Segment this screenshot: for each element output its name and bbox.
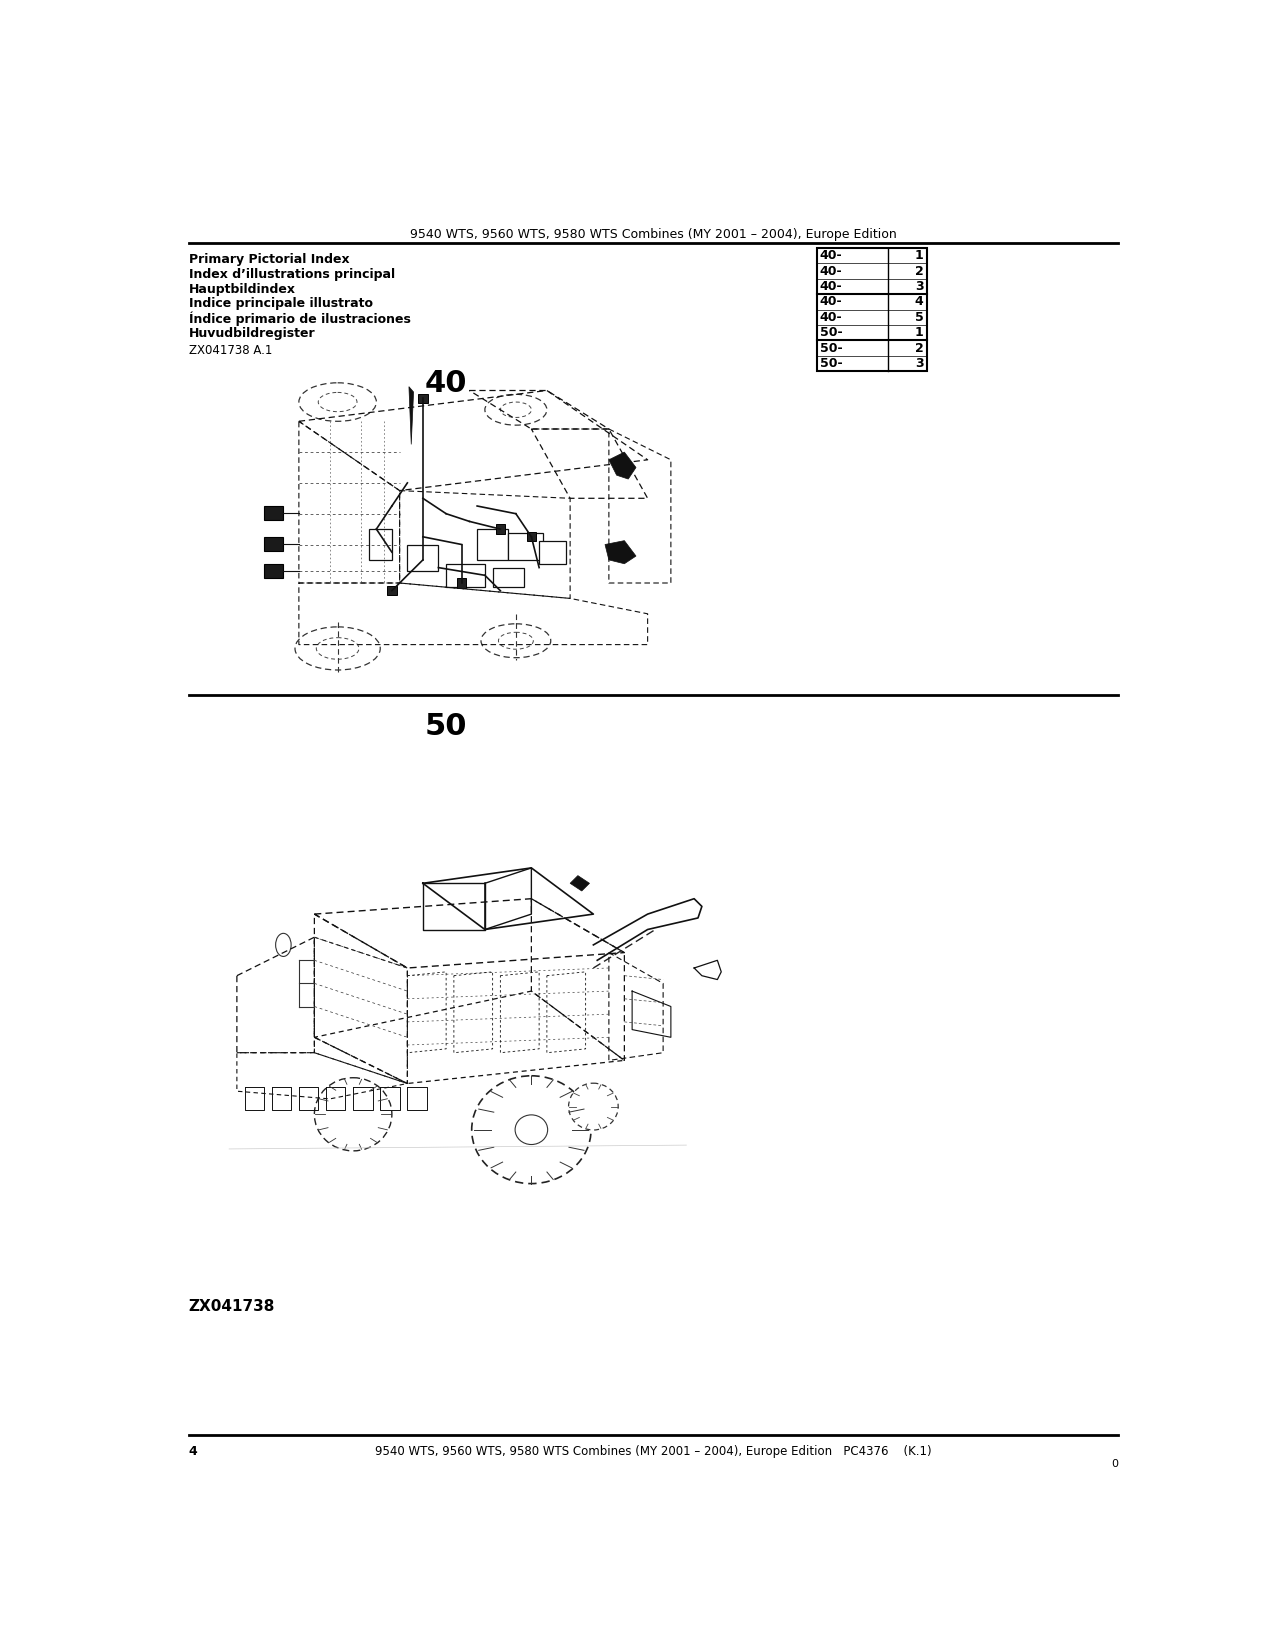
Ellipse shape bbox=[315, 1077, 391, 1152]
Bar bbox=[539, 541, 566, 564]
Bar bbox=[264, 564, 283, 578]
Text: Hauptbildindex: Hauptbildindex bbox=[189, 282, 296, 295]
Bar bbox=[368, 530, 391, 559]
Polygon shape bbox=[409, 386, 413, 444]
Text: 1: 1 bbox=[914, 249, 923, 262]
Text: 40-: 40- bbox=[820, 295, 843, 309]
Bar bbox=[492, 568, 524, 587]
Ellipse shape bbox=[569, 1082, 618, 1130]
Bar bbox=[816, 248, 927, 371]
Text: 40-: 40- bbox=[820, 310, 843, 323]
Text: 3: 3 bbox=[915, 280, 923, 294]
Text: Index d’illustrations principal: Index d’illustrations principal bbox=[189, 267, 395, 280]
Polygon shape bbox=[570, 876, 589, 891]
Polygon shape bbox=[609, 452, 636, 478]
Bar bbox=[418, 394, 427, 403]
Text: 3: 3 bbox=[915, 356, 923, 370]
Ellipse shape bbox=[472, 1076, 592, 1183]
Text: Primary Pictorial Index: Primary Pictorial Index bbox=[189, 254, 349, 266]
Bar bbox=[388, 586, 397, 596]
Ellipse shape bbox=[500, 403, 532, 417]
Ellipse shape bbox=[499, 632, 533, 648]
Text: Indice principale illustrato: Indice principale illustrato bbox=[189, 297, 372, 310]
Text: 4: 4 bbox=[189, 1445, 198, 1459]
Text: 40-: 40- bbox=[820, 264, 843, 277]
Text: 4: 4 bbox=[914, 295, 923, 309]
Ellipse shape bbox=[298, 383, 376, 421]
Ellipse shape bbox=[316, 637, 360, 660]
Bar bbox=[456, 579, 467, 587]
Bar bbox=[509, 533, 543, 559]
Ellipse shape bbox=[275, 934, 291, 957]
Text: Huvudbildregister: Huvudbildregister bbox=[189, 327, 315, 340]
Ellipse shape bbox=[515, 1115, 548, 1145]
Ellipse shape bbox=[481, 624, 551, 658]
Text: 2: 2 bbox=[914, 264, 923, 277]
Bar bbox=[264, 507, 283, 520]
Text: ZX041738 A.1: ZX041738 A.1 bbox=[189, 345, 272, 358]
Polygon shape bbox=[606, 541, 636, 564]
Text: 2: 2 bbox=[914, 342, 923, 355]
Text: 40-: 40- bbox=[820, 280, 843, 294]
Text: 50-: 50- bbox=[820, 327, 843, 340]
Text: 40: 40 bbox=[425, 370, 468, 398]
Text: 50: 50 bbox=[425, 711, 468, 741]
Bar bbox=[477, 530, 509, 559]
Text: 9540 WTS, 9560 WTS, 9580 WTS Combines (MY 2001 – 2004), Europe Edition   PC4376 : 9540 WTS, 9560 WTS, 9580 WTS Combines (M… bbox=[375, 1445, 931, 1459]
Text: ZX041738: ZX041738 bbox=[189, 1299, 275, 1313]
Text: 40-: 40- bbox=[820, 249, 843, 262]
Ellipse shape bbox=[295, 627, 380, 670]
Ellipse shape bbox=[319, 393, 357, 411]
Ellipse shape bbox=[484, 394, 547, 426]
Text: 9540 WTS, 9560 WTS, 9580 WTS Combines (MY 2001 – 2004), Europe Edition: 9540 WTS, 9560 WTS, 9580 WTS Combines (M… bbox=[409, 228, 896, 241]
Text: 50-: 50- bbox=[820, 356, 843, 370]
Text: Índice primario de ilustraciones: Índice primario de ilustraciones bbox=[189, 312, 411, 327]
Bar bbox=[446, 564, 485, 587]
Bar bbox=[527, 533, 535, 541]
Bar bbox=[496, 525, 505, 533]
Bar bbox=[264, 536, 283, 551]
Bar bbox=[408, 544, 439, 571]
Text: 50-: 50- bbox=[820, 342, 843, 355]
Text: 5: 5 bbox=[914, 310, 923, 323]
Text: 0: 0 bbox=[1111, 1459, 1118, 1468]
Text: 1: 1 bbox=[914, 327, 923, 340]
